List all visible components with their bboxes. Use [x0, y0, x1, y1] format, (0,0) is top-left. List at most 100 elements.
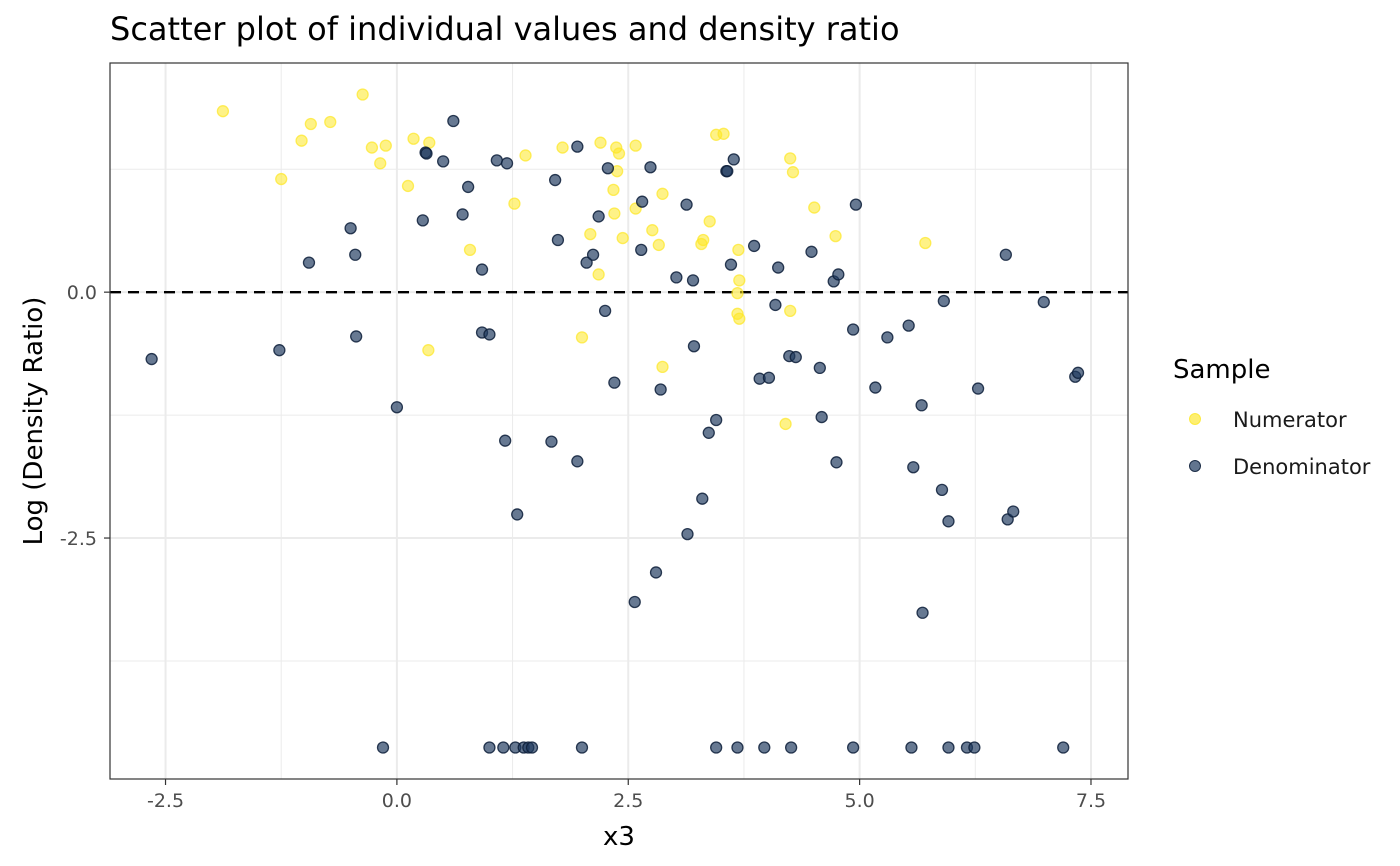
point-denominator [731, 741, 744, 754]
point-numerator [365, 141, 379, 154]
data-points [145, 88, 1085, 754]
point-numerator [304, 117, 317, 131]
point-denominator [545, 435, 558, 448]
point-denominator [869, 381, 882, 394]
x-tick-label: 7.5 [1076, 790, 1106, 812]
point-numerator [608, 207, 621, 220]
point-denominator [999, 248, 1012, 261]
point-denominator [915, 399, 928, 412]
point-numerator [808, 201, 821, 214]
point-numerator [275, 172, 288, 186]
point-denominator [644, 161, 657, 174]
point-numerator [356, 88, 369, 101]
point-denominator [598, 304, 612, 317]
point-numerator [407, 132, 420, 145]
point-numerator [216, 105, 230, 118]
chart-title: Scatter plot of individual values and de… [110, 10, 900, 48]
point-numerator [463, 243, 477, 257]
point-numerator [379, 139, 392, 152]
point-denominator [571, 140, 584, 153]
point-numerator [779, 417, 792, 431]
point-denominator [447, 114, 460, 128]
point-denominator [942, 741, 955, 754]
point-numerator [731, 286, 744, 300]
point-numerator [652, 238, 665, 252]
legend: Sample Numerator Denominator [1173, 355, 1371, 479]
legend-denominator-key [1189, 460, 1201, 472]
point-numerator [697, 233, 710, 247]
point-numerator [295, 134, 308, 147]
x-tick-label: 0.0 [382, 790, 412, 812]
point-denominator [902, 319, 915, 332]
point-denominator [608, 376, 621, 389]
point-denominator [1007, 505, 1020, 518]
point-numerator [733, 274, 746, 287]
point-denominator [789, 350, 802, 364]
point-denominator [456, 208, 469, 221]
point-denominator [437, 155, 450, 168]
point-denominator [784, 741, 798, 754]
point-denominator [145, 352, 158, 366]
point-denominator [935, 483, 949, 496]
point-denominator [881, 331, 894, 344]
point-denominator [483, 328, 496, 341]
legend-denominator-label: Denominator [1233, 455, 1371, 479]
point-numerator [508, 197, 521, 210]
point-denominator [686, 274, 700, 287]
point-denominator [727, 153, 740, 166]
point-numerator [733, 312, 746, 325]
plot-panel-border [109, 62, 1129, 780]
point-numerator [612, 147, 626, 160]
point-denominator [586, 248, 600, 261]
point-denominator [1057, 741, 1070, 754]
point-denominator [971, 382, 985, 395]
point-numerator [703, 215, 716, 228]
point-denominator [1037, 295, 1050, 309]
y-tick-label: 0.0 [67, 282, 97, 304]
point-denominator [420, 147, 433, 160]
point-denominator [548, 173, 562, 187]
point-denominator [815, 410, 828, 424]
point-denominator [344, 222, 357, 235]
point-denominator [490, 154, 503, 167]
point-denominator [670, 271, 683, 284]
point-numerator [786, 166, 800, 179]
point-denominator [846, 741, 860, 754]
point-denominator [916, 606, 929, 619]
x-tick-label: 5.0 [845, 790, 875, 812]
point-denominator [680, 198, 693, 211]
point-denominator [575, 741, 589, 754]
point-denominator [592, 210, 605, 223]
point-denominator [758, 741, 771, 754]
point-denominator [349, 248, 362, 261]
point-numerator [556, 141, 569, 154]
axis-ticks: -2.5 0.0 2.5 5.0 7.5 -2.5 0.0 [60, 282, 1106, 812]
point-numerator [656, 187, 669, 200]
point-denominator [551, 233, 565, 247]
point-numerator [594, 136, 607, 149]
point-numerator [374, 157, 387, 170]
point-denominator [601, 162, 615, 175]
point-numerator [592, 268, 605, 281]
point-denominator [376, 741, 390, 754]
point-denominator [762, 371, 776, 384]
point-denominator [462, 180, 475, 194]
point-denominator [721, 165, 734, 178]
point-numerator [646, 224, 659, 237]
point-numerator [629, 139, 642, 152]
point-denominator [747, 239, 761, 253]
y-tick-label: -2.5 [60, 528, 97, 550]
y-axis-title: Log (Density Ratio) [19, 297, 49, 546]
point-numerator [919, 236, 932, 250]
point-denominator [499, 434, 512, 447]
point-numerator [829, 229, 842, 243]
point-denominator [772, 261, 785, 274]
point-denominator [830, 456, 843, 469]
point-denominator [483, 741, 496, 754]
point-numerator [584, 227, 597, 241]
point-denominator [687, 340, 701, 353]
point-denominator [968, 741, 981, 754]
point-denominator [905, 741, 918, 754]
legend-title: Sample [1173, 355, 1271, 385]
